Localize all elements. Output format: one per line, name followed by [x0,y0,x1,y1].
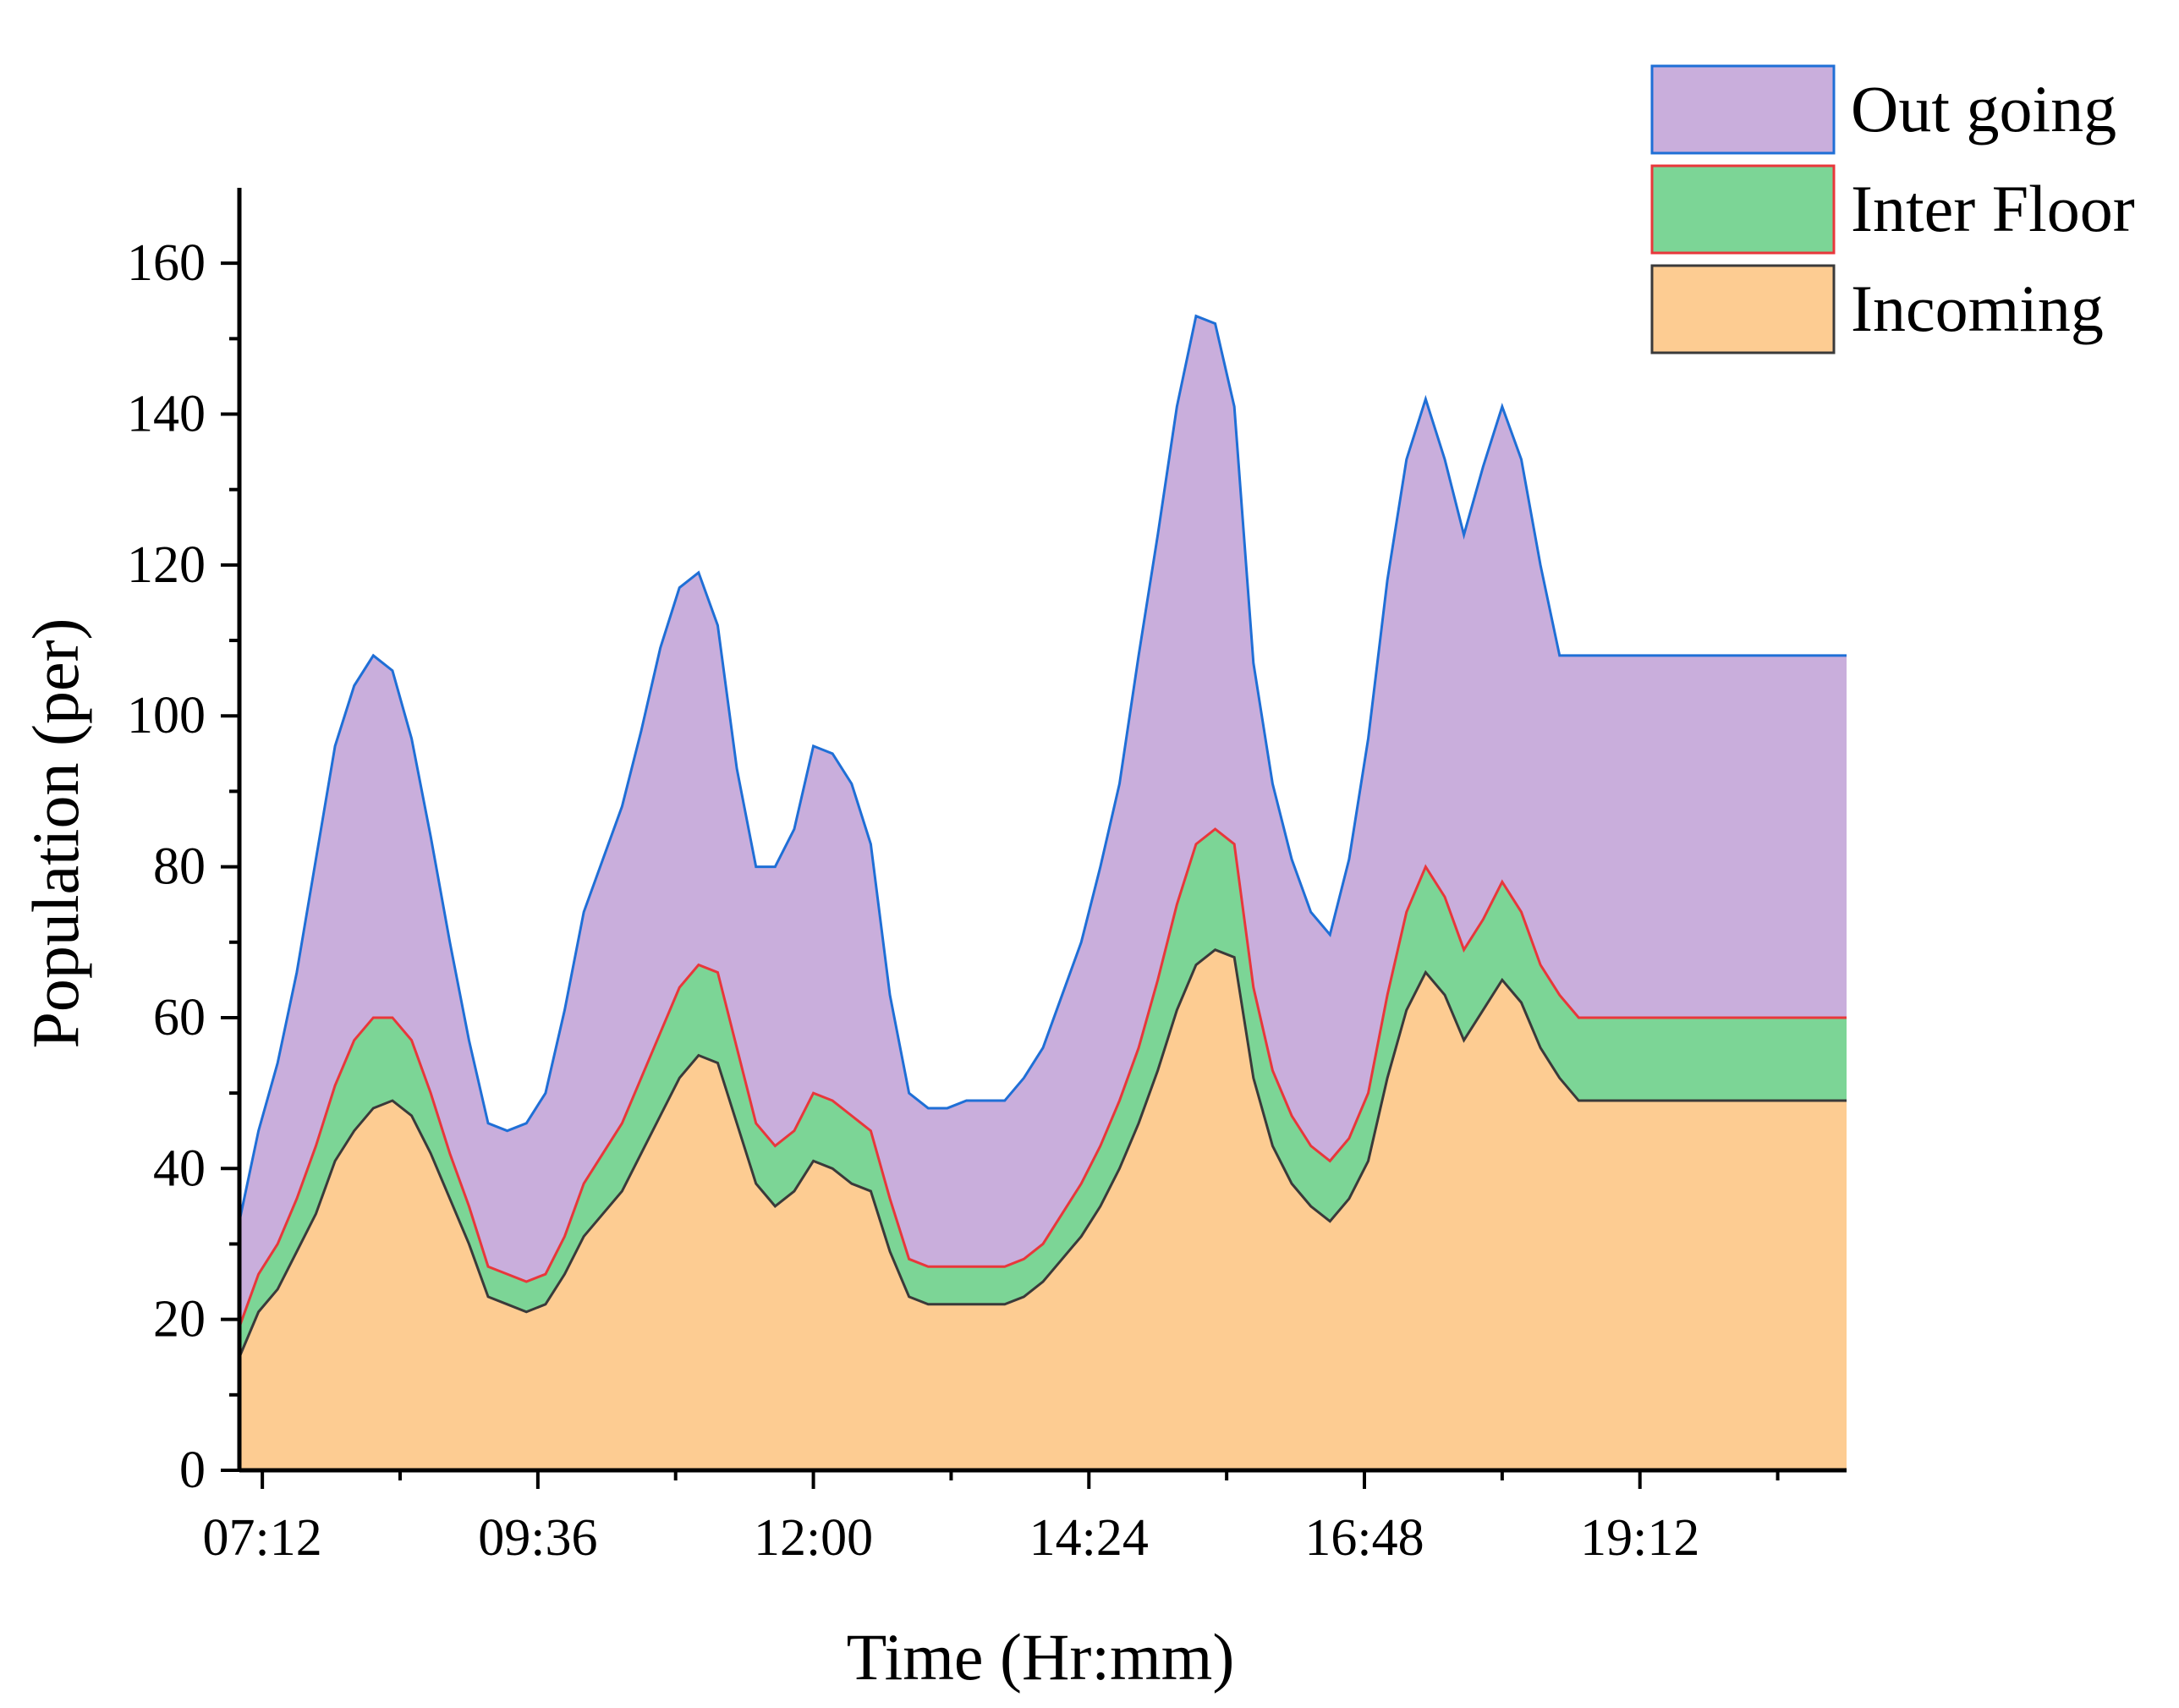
y-tick-label: 160 [127,234,206,292]
legend-label-inter-floor: Inter Floor [1851,172,2135,245]
plot-lines [238,314,1847,1358]
x-tick-label: 12:00 [754,1509,873,1567]
x-tick-label: 19:12 [1580,1509,1699,1567]
line-out-going [238,314,1847,1222]
y-tick-label: 20 [153,1291,206,1348]
area-out-going [239,316,1847,1327]
y-tick-label: 100 [127,687,206,744]
x-tick-label: 16:48 [1304,1509,1424,1567]
axes: 0 20 40 60 80 100 120 140 160 07:12 09:36 12:00 14:2… [127,188,1847,1567]
line-incoming [238,947,1847,1358]
x-axis-title: Time (Hr:mm) [847,1620,1235,1694]
y-tick-label: 120 [127,536,206,594]
legend-swatch-inter-floor [1650,164,1836,255]
area-incoming [239,949,1847,1470]
legend: Out going Inter Floor Incoming [1650,64,2135,354]
x-tick-label: 07:12 [203,1509,322,1567]
legend-swatch-out-going [1650,64,1836,155]
area-inter-floor [239,829,1847,1358]
y-tick-label: 80 [153,838,206,896]
y-tick-label: 60 [153,989,206,1046]
x-tick-label: 09:36 [478,1509,597,1567]
y-tick-label: 0 [179,1442,206,1499]
y-tick-label: 40 [153,1140,206,1197]
legend-label-out-going: Out going [1851,72,2116,146]
legend-label-incoming: Incoming [1851,272,2104,345]
plot-areas [239,316,1847,1470]
y-tick-label: 140 [127,386,206,443]
y-axis-title: Population (per) [19,618,92,1048]
x-tick-label: 14:24 [1029,1509,1149,1567]
line-inter-floor [238,827,1847,1328]
legend-swatch-incoming [1650,264,1836,354]
